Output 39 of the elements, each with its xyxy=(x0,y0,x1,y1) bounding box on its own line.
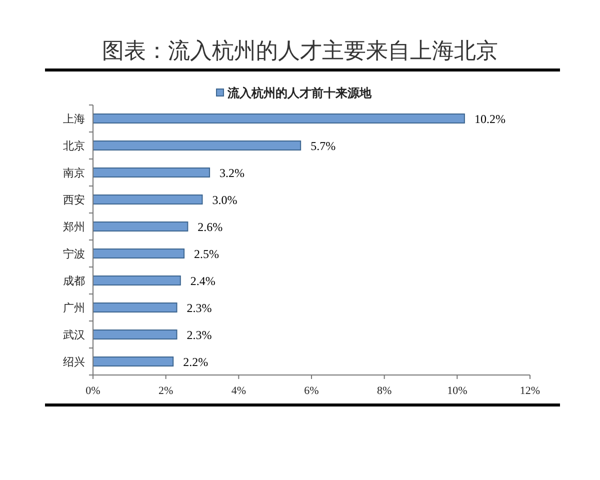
x-tick-label: 10% xyxy=(447,385,468,397)
bar xyxy=(92,140,302,150)
data-label: 2.3% xyxy=(186,328,212,342)
data-label: 3.2% xyxy=(220,166,245,180)
data-label: 2.3% xyxy=(186,301,212,315)
bar xyxy=(92,248,185,258)
y-tick-label: 绍兴 xyxy=(63,356,85,368)
x-tick-label: 8% xyxy=(376,385,392,397)
data-label: 2.2% xyxy=(183,355,208,369)
bar xyxy=(92,168,210,178)
chart-title: 图表：流入杭州的人才主要来自上海北京 xyxy=(102,38,498,63)
data-label: 5.7% xyxy=(310,139,336,153)
y-tick-label: 西安 xyxy=(63,194,85,206)
bar xyxy=(92,114,465,124)
bar xyxy=(92,330,178,340)
x-tick-label: 0% xyxy=(86,385,100,397)
x-tick-label: 4% xyxy=(231,385,246,397)
legend: 流入杭州的人才前十来源地 xyxy=(216,86,372,100)
y-tick-label: 上海 xyxy=(63,112,85,126)
x-tick-label: 12% xyxy=(520,385,540,397)
x-tick-label: 6% xyxy=(304,385,319,397)
y-tick-label: 南京 xyxy=(63,166,85,180)
bar xyxy=(92,222,188,232)
data-label: 2.5% xyxy=(194,247,220,261)
data-label: 10.2% xyxy=(474,112,506,126)
y-tick-label: 郑州 xyxy=(63,220,85,234)
y-tick-label: 成都 xyxy=(63,274,85,288)
y-tick-label: 广州 xyxy=(63,302,85,314)
data-label: 2.4% xyxy=(190,274,216,288)
bar xyxy=(92,276,181,286)
y-tick-label: 宁波 xyxy=(63,248,85,260)
y-tick-label: 武汉 xyxy=(63,328,85,342)
bar xyxy=(92,194,203,204)
data-label: 2.6% xyxy=(198,220,223,234)
y-tick-label: 北京 xyxy=(63,140,85,152)
x-tick-label: 2% xyxy=(158,385,174,397)
bar xyxy=(92,356,174,366)
data-label: 3.0% xyxy=(212,193,238,207)
bar xyxy=(92,302,178,312)
